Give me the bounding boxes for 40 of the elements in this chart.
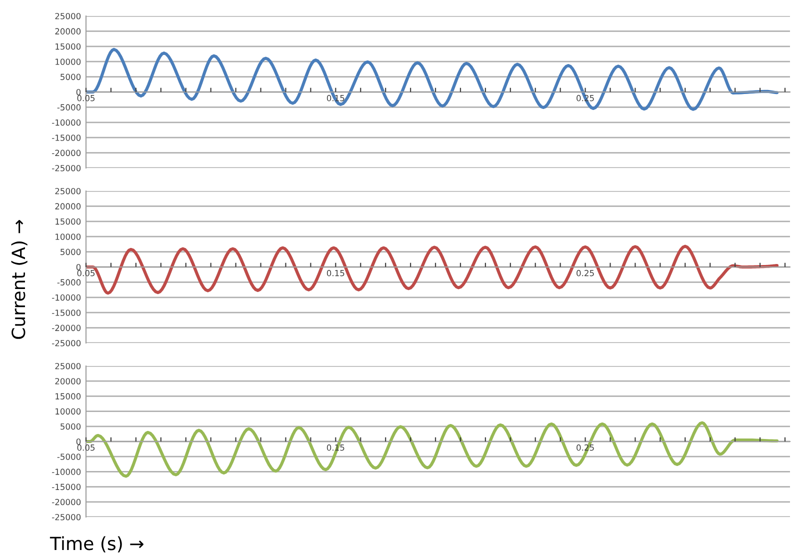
y-tick-label: -5000 [57, 279, 81, 286]
y-tick-label: 5000 [60, 423, 81, 430]
y-tick-label: 20000 [55, 203, 81, 210]
y-tick-label: 0 [76, 264, 81, 270]
x-tick-label: 0.05 [77, 444, 95, 451]
x-tick-label: 0.25 [576, 270, 594, 276]
y-tick-label: -20000 [52, 150, 81, 156]
y-tick-label: -10000 [52, 294, 81, 301]
y-tick-label: 0 [76, 438, 81, 445]
y-tick-label: 20000 [55, 28, 81, 34]
y-tick-label: -20000 [52, 324, 81, 332]
y-tick-label: -15000 [52, 310, 81, 316]
y-tick-label: -25000 [52, 340, 81, 346]
y-tick-label: -20000 [52, 498, 81, 506]
x-tick-label: 0.15 [326, 270, 344, 276]
y-tick-label: -15000 [52, 484, 81, 490]
y-tick-label: 0 [76, 88, 81, 96]
y-tick-label: 5000 [60, 248, 81, 256]
y-tick-label: 10000 [56, 234, 81, 240]
y-tick-label: -5000 [57, 104, 81, 110]
y-tick-label: 5000 [60, 74, 81, 80]
y-tick-label: 20000 [55, 378, 81, 384]
y-tick-label: 15000 [56, 218, 81, 225]
x-tick-label: 0.05 [77, 94, 95, 102]
y-tick-label: -10000 [52, 468, 81, 475]
y-tick-label: -10000 [52, 119, 81, 126]
y-tick-label: -25000 [52, 514, 81, 520]
y-tick-label: 25000 [55, 12, 81, 20]
y-tick-label: -25000 [52, 164, 81, 172]
y-tick-label: 25000 [55, 188, 81, 194]
y-tick-label: 10000 [56, 58, 81, 65]
y-tick-label: 25000 [55, 362, 81, 370]
y-tick-label: -15000 [52, 134, 81, 141]
y-tick-label: 15000 [56, 43, 81, 50]
y-tick-label: -5000 [57, 454, 81, 460]
y-tick-label: 10000 [56, 408, 81, 415]
y-tick-label: 15000 [56, 393, 81, 400]
x-tick-label: 0.05 [77, 270, 95, 276]
x-axis-title: Time (s) → [50, 536, 144, 552]
y-axis-title: Current (A) → [11, 220, 28, 339]
